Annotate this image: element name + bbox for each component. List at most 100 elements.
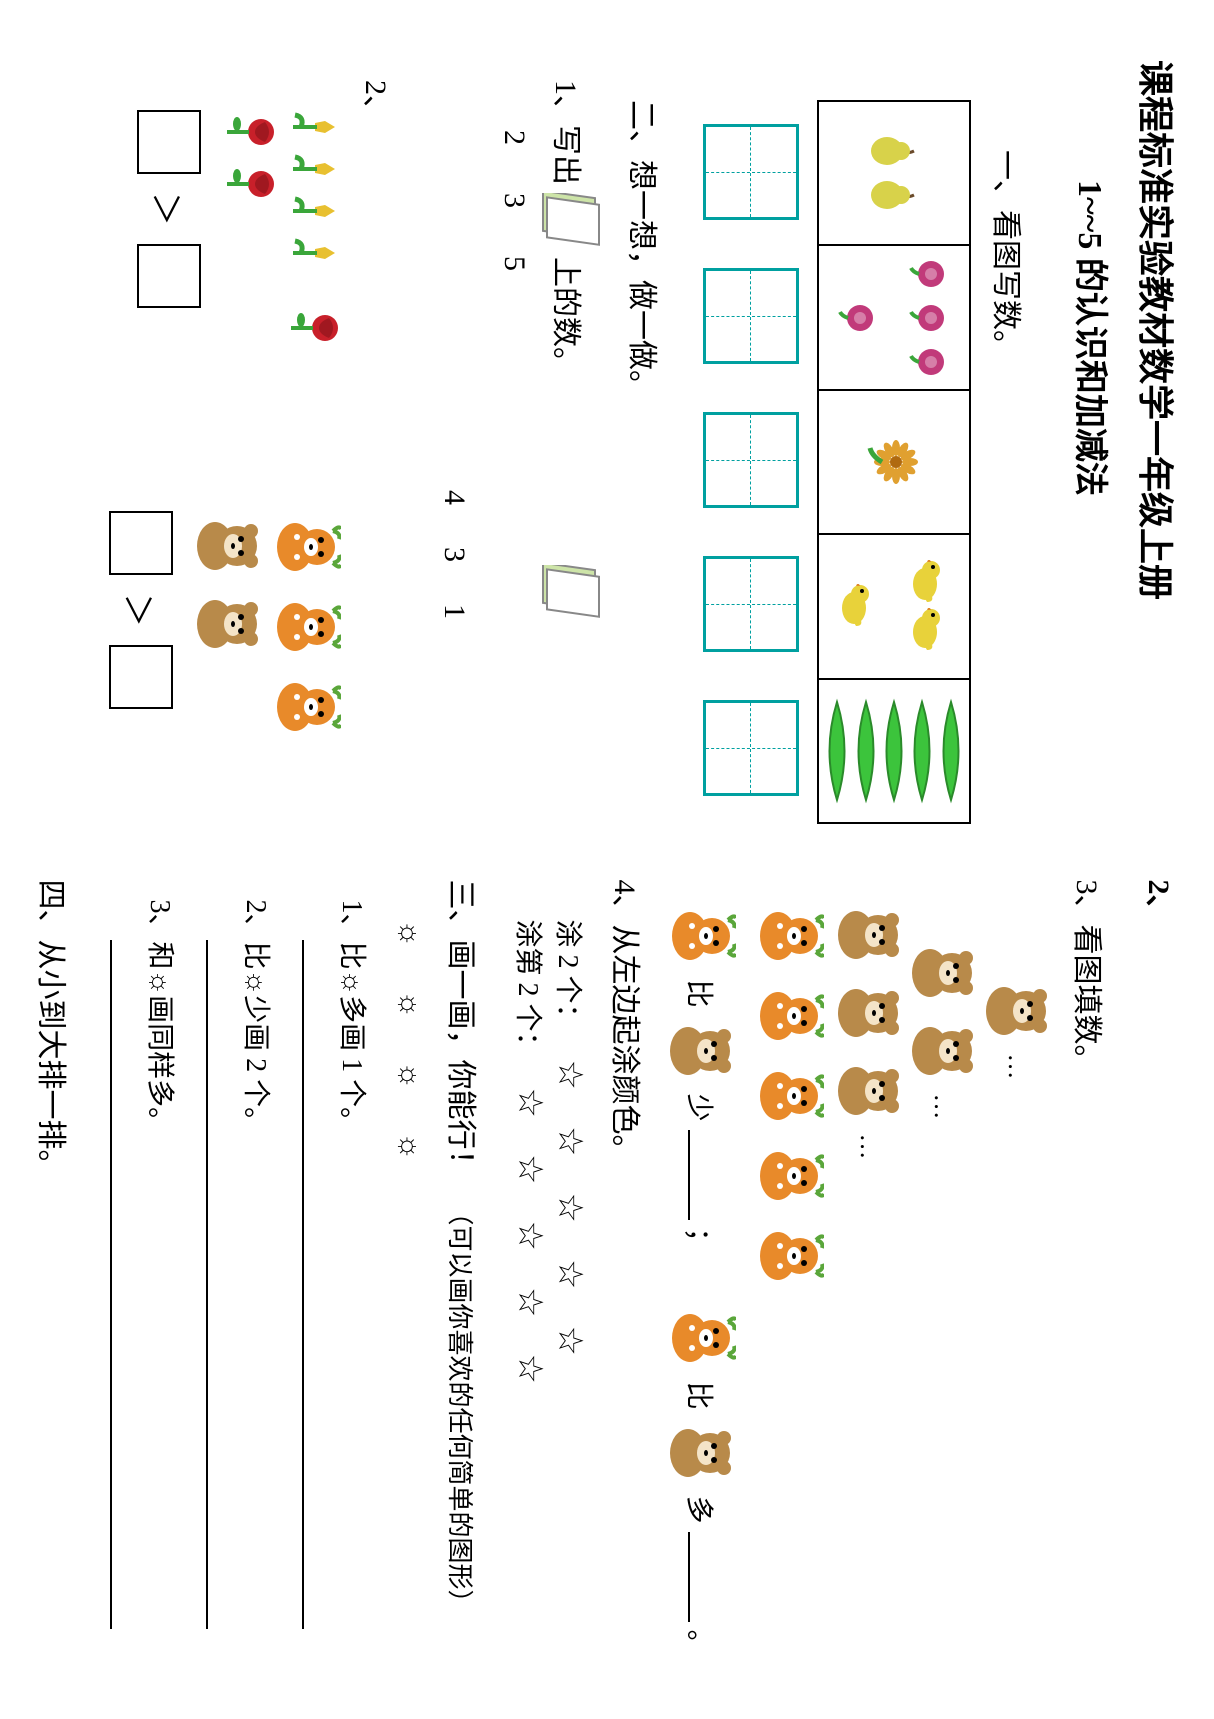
number: 2 [497, 130, 531, 145]
deer-icon [754, 1060, 824, 1132]
number: 5 [497, 256, 531, 271]
deer-icon [754, 980, 824, 1052]
deer-icon [271, 591, 341, 663]
bear-icon [908, 938, 978, 1008]
tulip-icon [285, 110, 341, 144]
star-icon[interactable]: ☆ [551, 1060, 588, 1090]
answer-box[interactable] [109, 645, 173, 709]
txt: ； [681, 1228, 721, 1256]
blank[interactable] [688, 1532, 714, 1622]
fill-line: 比 少 ； 比 多 。 [666, 900, 736, 1660]
write-box[interactable] [703, 700, 799, 796]
chick-icon [910, 560, 950, 604]
q1-mid: 上的数。 [547, 257, 591, 377]
answer-line[interactable] [302, 940, 304, 1630]
txt: 比 [681, 980, 721, 1008]
pear-icon [869, 175, 919, 215]
bear-icon [193, 589, 263, 659]
compare-a-boxes: ＞ [137, 110, 201, 381]
q2-2: 2、 [357, 80, 401, 840]
chick-icon [839, 584, 879, 628]
number-row-a: 2 3 5 [497, 130, 531, 840]
q5-3: 3、和☼画同样多。 [142, 900, 182, 1660]
star-icon[interactable]: ☆ [551, 1325, 588, 1355]
q4b-label: 涂第 2 个： [510, 920, 550, 1060]
q5-2: 2、比☼少画 2 个。 [238, 900, 278, 1660]
picture-cell-rose [819, 246, 969, 390]
rose2-icon [221, 162, 277, 206]
answer-box[interactable] [109, 511, 173, 575]
bear-icon [834, 978, 904, 1048]
star-icon[interactable]: ☆ [551, 1192, 588, 1222]
cucumber-icon [826, 696, 848, 806]
bear-icon [193, 511, 263, 581]
bear-icon [834, 900, 904, 970]
ellipsis: … [854, 1134, 884, 1160]
compare-a-icons [221, 110, 341, 381]
number: 4 [437, 490, 471, 505]
rose-icon [839, 298, 879, 338]
section-3: 3、看图填数。 [1068, 880, 1112, 1660]
star-icon[interactable]: ☆ [551, 1259, 588, 1289]
cucumber-icon [911, 696, 933, 806]
sun-row: ☼ ☼ ☼ ☼ [392, 920, 426, 1660]
gt-sign: ＞ [145, 192, 194, 226]
txt: 多 [681, 1496, 721, 1524]
bear-deer-grid: … … … [750, 900, 1052, 1660]
star-icon[interactable]: ☆ [511, 1154, 548, 1184]
blank[interactable] [688, 1130, 714, 1220]
txt: 。 [681, 1630, 721, 1658]
number: 1 [437, 604, 471, 619]
deer-icon [754, 1220, 824, 1292]
cucumber-icon [883, 696, 905, 806]
compare-b-boxes: ＞ [109, 511, 173, 839]
write-box[interactable] [703, 124, 799, 220]
star-icon[interactable]: ☆ [511, 1088, 548, 1118]
star-icon[interactable]: ☆ [551, 1126, 588, 1156]
cucumber-icon [940, 696, 962, 806]
chick-icon [910, 608, 950, 652]
number-row-b: 431 [437, 490, 471, 840]
label-2: 2、 [1140, 880, 1184, 1660]
answer-line[interactable] [206, 940, 208, 1630]
write-box[interactable] [703, 556, 799, 652]
section-6: 四、从小到大排一排。 [32, 880, 76, 1660]
picture-cell-cucumber [819, 680, 969, 822]
ellipsis: … [928, 1094, 958, 1120]
number: 3 [497, 193, 531, 208]
answer-box[interactable] [137, 244, 201, 308]
picture-cell-flower [819, 391, 969, 535]
stars-row-b: 涂第 2 个： ☆ ☆ ☆ ☆ ☆ [510, 920, 550, 1660]
rose-icon [910, 254, 950, 294]
pear-icon [869, 131, 919, 171]
tulip-icon [285, 152, 341, 186]
q1-prefix: 1、写出 [547, 80, 591, 185]
answer-box[interactable] [137, 110, 201, 174]
rose-icon [910, 342, 950, 382]
txt: 少 [681, 1094, 721, 1122]
star-icon[interactable]: ☆ [511, 1353, 548, 1383]
q4a-label: 涂 2 个： [550, 920, 590, 1032]
picture-cell-pear [819, 102, 969, 246]
answer-line[interactable] [110, 940, 112, 1630]
section-1: 一、看图写数。 [987, 150, 1031, 840]
bear-icon [982, 976, 1052, 1046]
page-subtitle: 1~~5 的认识和加减法 [1069, 180, 1118, 840]
write-box[interactable] [703, 268, 799, 364]
picture-table [817, 100, 971, 824]
write-box-row [703, 100, 799, 820]
cucumber-icon [855, 696, 877, 806]
q2-1: 1、写出 上的数。 [537, 80, 601, 840]
tulip-icon [285, 236, 341, 270]
ellipsis: … [1002, 1054, 1032, 1080]
flower-icon [864, 432, 924, 492]
q5-1: 1、比☼多画 1 个。 [334, 900, 374, 1660]
deer-icon [271, 511, 341, 583]
section-5-hint: （可以画你喜欢的任何简单的图形） [443, 1200, 480, 1616]
txt: 比 [681, 1382, 721, 1410]
star-icon[interactable]: ☆ [511, 1220, 548, 1250]
star-icon[interactable]: ☆ [511, 1287, 548, 1317]
bear-icon [666, 1418, 736, 1488]
bear-icon [908, 1016, 978, 1086]
write-box[interactable] [703, 412, 799, 508]
